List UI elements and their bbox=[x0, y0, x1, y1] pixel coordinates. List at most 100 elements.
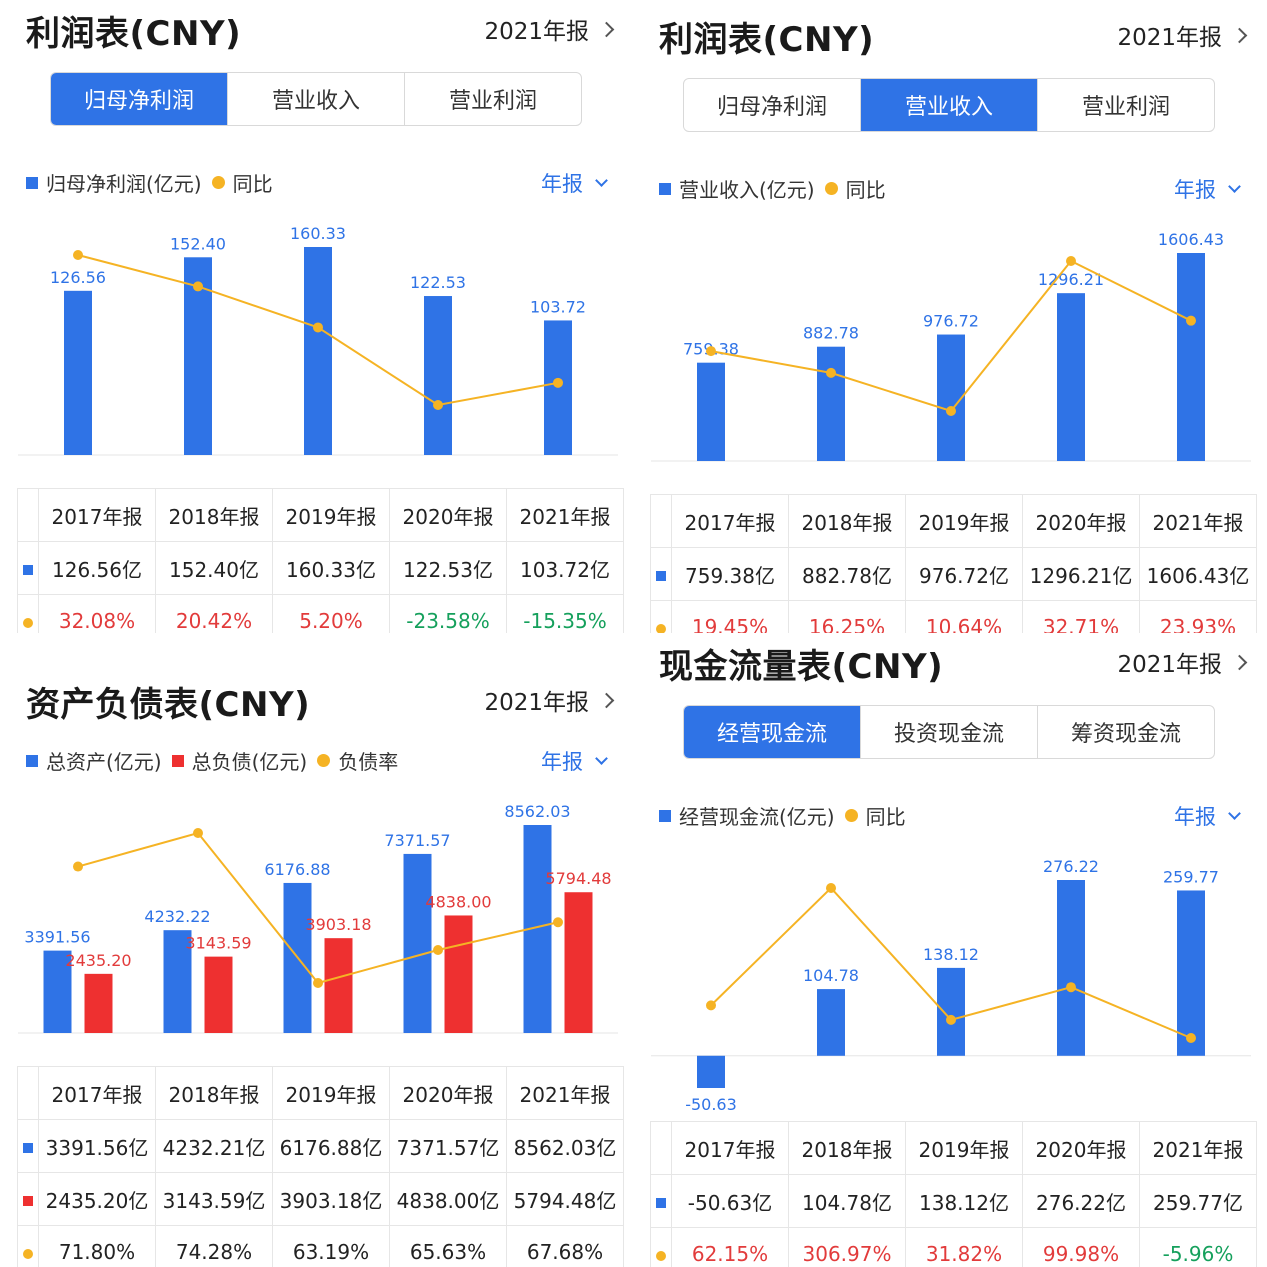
bar[interactable] bbox=[163, 930, 192, 1033]
trend-point[interactable] bbox=[1186, 315, 1196, 326]
table-corner bbox=[650, 494, 672, 548]
bar[interactable] bbox=[817, 346, 845, 461]
trend-point[interactable] bbox=[706, 346, 716, 357]
table-cell: 104.78亿 bbox=[788, 1174, 906, 1228]
bar[interactable] bbox=[564, 892, 593, 1033]
chart-plot: 3391.56 4232.22 6176.88 7371.57 8562.03 2435.… bbox=[18, 802, 618, 1034]
data-label: 259.77 bbox=[1163, 867, 1219, 886]
table-cell: 6176.88亿 bbox=[272, 1119, 390, 1173]
report-selector[interactable]: 2021年报 bbox=[1117, 645, 1248, 679]
bar[interactable] bbox=[84, 973, 113, 1033]
table-cell: 4838.00亿 bbox=[389, 1172, 507, 1226]
trend-point[interactable] bbox=[1066, 982, 1076, 993]
data-table: 2017年报 2018年报 2019年报 2020年报 2021年报 3391.56亿 42… bbox=[17, 1066, 624, 1267]
tab-operating-profit[interactable]: 营业利润 bbox=[1081, 95, 1170, 120]
chevron-down-icon bbox=[1228, 180, 1241, 193]
data-label: 3143.59 bbox=[185, 934, 251, 953]
table-cell: 126.56亿 bbox=[38, 541, 156, 595]
chart-legend: 营业收入(亿元) 同比 bbox=[659, 174, 896, 203]
tab-revenue[interactable]: 营业收入 bbox=[228, 73, 405, 125]
balance-sheet-panel: 资产负债表(CNY) 2021年报 总资产(亿元) 总负债(亿元) 负债率 年报 3… bbox=[0, 633, 634, 1267]
tab-financing-cash-flow[interactable]: 筹资现金流 bbox=[1070, 722, 1181, 747]
table-cell: 160.33亿 bbox=[272, 541, 390, 595]
data-label: 122.53 bbox=[410, 273, 466, 292]
trend-point[interactable] bbox=[313, 322, 323, 333]
report-selector[interactable]: 2021年报 bbox=[1117, 18, 1248, 52]
trend-point[interactable] bbox=[553, 917, 563, 928]
year-header: 2017年报 bbox=[38, 488, 156, 542]
report-label: 2021年报 bbox=[1117, 25, 1222, 51]
report-selector[interactable]: 2021年报 bbox=[484, 683, 615, 717]
table-cell: 122.53亿 bbox=[389, 541, 507, 595]
table-cell: 63.19% bbox=[272, 1225, 390, 1267]
tab-net-profit[interactable]: 归母净利润 bbox=[684, 79, 861, 131]
legend-label: 经营现金流(亿元) bbox=[679, 805, 835, 829]
report-label: 2021年报 bbox=[1117, 652, 1222, 678]
trend-point[interactable] bbox=[73, 250, 83, 260]
legend-item: 归母净利润(亿元) bbox=[26, 168, 202, 197]
tab-operating-profit[interactable]: 营业利润 bbox=[448, 89, 537, 114]
trend-point[interactable] bbox=[706, 1000, 716, 1011]
period-selector[interactable]: 年报 bbox=[1174, 801, 1241, 831]
chevron-right-icon bbox=[598, 21, 615, 37]
legend-label: 营业收入(亿元) bbox=[679, 178, 815, 202]
trend-point[interactable] bbox=[1066, 256, 1076, 266]
trend-point[interactable] bbox=[946, 1014, 956, 1025]
data-label: 103.72 bbox=[530, 297, 586, 316]
bar[interactable] bbox=[1177, 253, 1205, 461]
bar[interactable] bbox=[424, 296, 452, 455]
tab-operating-cash-flow[interactable]: 经营现金流 bbox=[684, 706, 861, 758]
metric-tabs: 归母净利润 营业收入 营业利润 bbox=[50, 72, 582, 126]
trend-point[interactable] bbox=[946, 406, 956, 416]
chart-legend: 总资产(亿元) 总负债(亿元) 负债率 bbox=[26, 746, 408, 775]
tab-revenue[interactable]: 营业收入 bbox=[861, 79, 1038, 131]
bar[interactable] bbox=[937, 967, 965, 1056]
bar[interactable] bbox=[697, 362, 725, 461]
bar[interactable] bbox=[1057, 880, 1085, 1056]
data-label: 5794.48 bbox=[545, 869, 611, 888]
bar[interactable] bbox=[1177, 890, 1205, 1056]
legend-square-icon bbox=[171, 754, 184, 767]
legend-label: 同比 bbox=[845, 178, 886, 202]
trend-point[interactable] bbox=[433, 400, 443, 410]
year-header: 2020年报 bbox=[1022, 1121, 1140, 1175]
trend-point[interactable] bbox=[73, 861, 83, 872]
table-cell: 16.25% bbox=[788, 600, 906, 634]
trend-point[interactable] bbox=[553, 377, 563, 388]
period-label: 年报 bbox=[1174, 178, 1216, 202]
bar[interactable] bbox=[204, 956, 233, 1033]
trend-point[interactable] bbox=[193, 281, 203, 292]
legend-label: 同比 bbox=[232, 172, 273, 196]
bar[interactable] bbox=[324, 938, 353, 1033]
table-cell: 74.28% bbox=[155, 1225, 273, 1267]
legend-dot-icon bbox=[317, 754, 331, 767]
period-selector[interactable]: 年报 bbox=[541, 746, 608, 776]
bar[interactable] bbox=[403, 853, 432, 1033]
period-selector[interactable]: 年报 bbox=[541, 168, 608, 198]
bar[interactable] bbox=[43, 950, 72, 1033]
row-marker-cell bbox=[17, 594, 39, 634]
data-label: 104.78 bbox=[803, 966, 859, 985]
trend-point[interactable] bbox=[826, 367, 836, 378]
tab-net-profit[interactable]: 归母净利润 bbox=[51, 73, 228, 125]
data-table: 2017年报 2018年报 2019年报 2020年报 2021年报 -50.63亿 104… bbox=[650, 1121, 1257, 1267]
bar[interactable] bbox=[444, 915, 473, 1033]
bar[interactable] bbox=[817, 989, 845, 1056]
bar[interactable] bbox=[64, 290, 92, 455]
trend-point[interactable] bbox=[1186, 1033, 1196, 1043]
bar[interactable] bbox=[697, 1055, 725, 1088]
trend-point[interactable] bbox=[193, 828, 203, 838]
table-cell: 10.64% bbox=[905, 600, 1023, 634]
bar[interactable] bbox=[304, 247, 332, 455]
trend-point[interactable] bbox=[826, 883, 836, 893]
trend-point[interactable] bbox=[313, 978, 323, 988]
row-marker-cell bbox=[650, 1227, 672, 1267]
trend-point[interactable] bbox=[433, 944, 443, 955]
data-label: 4838.00 bbox=[425, 892, 491, 911]
table-cell: 67.68% bbox=[506, 1225, 624, 1267]
period-selector[interactable]: 年报 bbox=[1174, 174, 1241, 204]
report-selector[interactable]: 2021年报 bbox=[484, 12, 615, 46]
tab-investing-cash-flow[interactable]: 投资现金流 bbox=[861, 706, 1038, 758]
bar[interactable] bbox=[1057, 293, 1085, 461]
year-header: 2019年报 bbox=[905, 494, 1023, 548]
